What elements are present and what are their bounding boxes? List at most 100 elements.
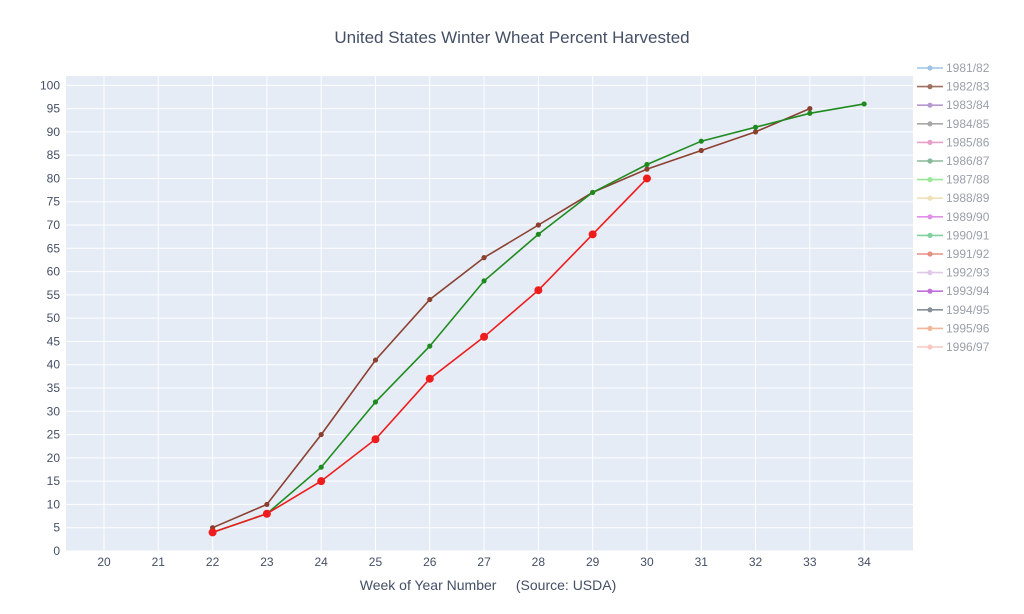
y-tick-label: 55 [47, 288, 61, 302]
data-point[interactable] [698, 138, 704, 144]
legend-marker [927, 214, 933, 220]
data-point[interactable] [534, 286, 543, 295]
legend-marker [927, 288, 933, 294]
y-tick-label: 45 [47, 334, 61, 348]
data-point[interactable] [425, 374, 434, 383]
data-point[interactable] [372, 399, 379, 405]
data-point[interactable] [372, 357, 379, 363]
data-point[interactable] [752, 124, 759, 130]
y-tick-label: 70 [47, 218, 61, 232]
legend-item[interactable]: 1983/84 [917, 98, 990, 112]
data-point[interactable] [535, 222, 541, 228]
legend-item[interactable]: 1992/93 [917, 266, 990, 280]
legend-item[interactable]: 1990/91 [917, 228, 990, 242]
y-tick-label: 50 [47, 311, 61, 325]
data-point[interactable] [264, 501, 270, 508]
data-point[interactable] [481, 255, 487, 261]
data-point[interactable] [480, 332, 489, 341]
data-point[interactable] [208, 528, 217, 537]
legend[interactable]: 1981/82 1982/83 1983/84 1984/85 1985/86 1986/… [917, 61, 990, 373]
data-point[interactable] [644, 161, 650, 168]
legend-item[interactable]: 1985/86 [917, 135, 990, 149]
x-tick-label: 20 [97, 555, 111, 569]
legend-label: 1988/89 [946, 191, 990, 205]
y-tick-label: 75 [47, 195, 61, 209]
data-point[interactable] [807, 105, 813, 112]
x-axis: 20 21 22 23 24 25 26 27 28 29 30 31 32 33 34 [97, 555, 871, 569]
grid [66, 76, 913, 552]
legend-item[interactable]: 1997/98 [917, 359, 990, 373]
legend-item[interactable]: 1995/96 [917, 321, 990, 335]
y-tick-label: 30 [47, 404, 61, 418]
x-tick-label: 22 [206, 555, 220, 569]
legend-item[interactable]: 1993/94 [917, 284, 990, 298]
x-tick-label: 27 [477, 555, 491, 569]
legend-item[interactable]: 1986/87 [917, 154, 990, 168]
data-point[interactable] [861, 101, 867, 107]
legend-item[interactable]: 1989/90 [917, 210, 990, 224]
data-point[interactable] [317, 477, 326, 486]
legend-marker [927, 363, 932, 368]
data-point[interactable] [644, 166, 650, 172]
legend-label: 1983/84 [946, 98, 990, 112]
legend-item[interactable]: 1984/85 [917, 117, 990, 131]
y-tick-label: 0 [53, 544, 60, 558]
y-tick-label: 85 [47, 148, 61, 162]
plot-area [66, 76, 913, 551]
data-point[interactable] [318, 431, 324, 438]
data-point[interactable] [535, 231, 541, 237]
y-tick-label: 100 [40, 78, 60, 92]
x-tick-label: 33 [803, 555, 817, 569]
x-tick-label: 29 [586, 555, 600, 569]
data-point[interactable] [481, 278, 487, 284]
y-tick-label: 95 [47, 102, 61, 116]
x-tick-label: 31 [695, 555, 709, 569]
data-point[interactable] [262, 509, 271, 518]
legend-item[interactable]: 1988/89 [917, 191, 990, 205]
y-tick-label: 15 [47, 474, 61, 488]
legend-item[interactable]: 1981/82 [917, 61, 990, 75]
data-point[interactable] [318, 464, 324, 470]
legend-marker [927, 251, 933, 257]
chart-title: United States Winter Wheat Percent Harve… [334, 28, 689, 47]
legend-label: 1984/85 [946, 117, 990, 131]
legend-label: 1989/90 [946, 210, 990, 224]
legend-marker [927, 84, 933, 90]
y-tick-label: 20 [47, 451, 61, 465]
x-tick-label: 28 [532, 555, 546, 569]
series-line-1 [209, 105, 813, 531]
legend-label: 1995/96 [946, 321, 990, 335]
data-point[interactable] [427, 343, 433, 349]
data-point[interactable] [427, 296, 433, 303]
legend-marker [927, 158, 933, 164]
data-point[interactable] [590, 189, 596, 196]
legend-item[interactable]: 1991/92 [917, 247, 990, 261]
legend-label: 1987/88 [946, 173, 990, 187]
y-tick-label: 40 [47, 358, 61, 372]
legend-marker [927, 344, 933, 350]
legend-item[interactable]: 1994/95 [917, 303, 990, 317]
data-point[interactable] [752, 129, 759, 135]
legend-marker [927, 232, 933, 238]
legend-marker [927, 121, 933, 127]
data-point[interactable] [642, 174, 651, 183]
data-point[interactable] [698, 147, 704, 154]
legend-label: 1990/91 [946, 228, 990, 242]
legend-label: 1991/92 [946, 247, 990, 261]
y-tick-label: 80 [47, 171, 61, 185]
x-tick-label: 30 [640, 555, 654, 569]
legend-item[interactable]: 1982/83 [917, 80, 990, 94]
x-tick-label: 26 [423, 555, 437, 569]
y-tick-label: 10 [47, 497, 61, 511]
data-point[interactable] [371, 435, 380, 444]
y-tick-label: 25 [47, 428, 61, 442]
data-point[interactable] [807, 110, 813, 116]
data-point[interactable] [588, 230, 597, 239]
x-tick-label: 32 [749, 555, 763, 569]
legend-item[interactable]: 1987/88 [917, 173, 990, 187]
y-axis: 0 5 10 15 20 25 30 35 40 45 50 55 60 65 70 75 80 85 90 95 10… [40, 78, 60, 558]
legend-item[interactable]: 1996/97 [917, 340, 990, 354]
y-tick-label: 35 [47, 381, 61, 395]
x-tick-label: 34 [857, 555, 871, 569]
